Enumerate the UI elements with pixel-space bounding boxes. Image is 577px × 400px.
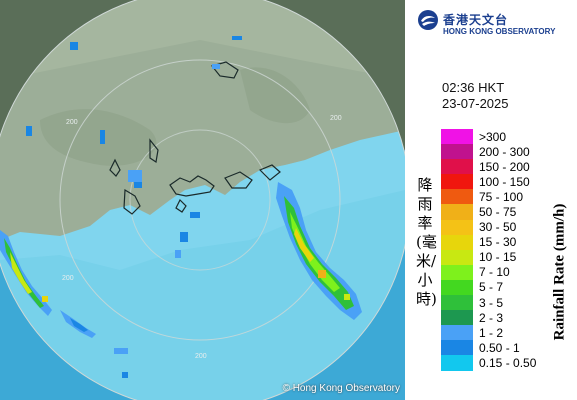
observation-time: 02:36 HKT	[442, 80, 505, 95]
legend-label: 30 - 50	[479, 220, 517, 235]
legend-row: 15 - 30	[441, 234, 545, 250]
legend-swatch	[441, 159, 473, 175]
legend-panel: 香港天文台 HONG KONG OBSERVATORY 02:36 HKT 23…	[405, 0, 577, 400]
rainfall-legend: >300 200 - 300 150 - 200 100 - 150 75 - 100 5…	[441, 129, 545, 371]
coastline	[109, 61, 281, 215]
legend-label: >300	[479, 129, 507, 144]
legend-label: 7 - 10	[479, 265, 510, 280]
legend-row: 2 - 3	[441, 310, 545, 326]
legend-label: 3 - 5	[479, 295, 504, 310]
legend-label: 0.50 - 1	[479, 340, 520, 355]
range-label: 200	[195, 353, 207, 360]
legend-swatch	[441, 355, 473, 371]
legend-row: >300	[441, 129, 545, 145]
legend-swatch	[441, 264, 473, 280]
legend-label: 0.15 - 0.50	[479, 355, 537, 370]
legend-row: 0.15 - 0.50	[441, 355, 545, 371]
hko-emblem-icon	[418, 10, 438, 30]
legend-swatch	[441, 340, 473, 356]
radar-image: 200 200 200 200 200	[0, 0, 405, 400]
legend-label: 150 - 200	[479, 159, 530, 174]
legend-row: 75 - 100	[441, 189, 545, 205]
range-ring-middle	[59, 59, 341, 341]
logo-name-cn: 香港天文台	[443, 13, 509, 27]
legend-swatch	[441, 249, 473, 265]
range-ring-inner	[129, 129, 271, 271]
radar-map[interactable]: 200 200 200 200 200	[0, 0, 405, 400]
legend-row: 200 - 300	[441, 144, 545, 160]
copyright-notice: © Hong Kong Observatory	[282, 383, 400, 394]
hko-logo: 香港天文台 HONG KONG OBSERVATORY	[413, 6, 573, 40]
legend-row: 50 - 75	[441, 204, 545, 220]
legend-swatch	[441, 295, 473, 311]
legend-row: 30 - 50	[441, 219, 545, 235]
radar-coverage	[0, 0, 405, 400]
legend-swatch	[441, 144, 473, 160]
range-label: 200	[330, 115, 342, 122]
legend-swatch	[441, 129, 473, 145]
legend-swatch	[441, 189, 473, 205]
legend-swatch	[441, 325, 473, 341]
legend-label: 15 - 30	[479, 235, 517, 250]
legend-label: 50 - 75	[479, 205, 517, 220]
legend-title-en: Rainfall Rate (mm/h)	[550, 184, 570, 360]
legend-row: 150 - 200	[441, 159, 545, 175]
legend-label: 2 - 3	[479, 310, 504, 325]
rain-echoes	[0, 36, 362, 378]
legend-row: 5 - 7	[441, 279, 545, 296]
legend-label: 100 - 150	[479, 174, 530, 189]
legend-label: 200 - 300	[479, 144, 530, 159]
legend-swatch	[441, 234, 473, 250]
legend-row: 3 - 5	[441, 295, 545, 311]
legend-swatch	[441, 310, 473, 326]
legend-title-en-text: Rainfall Rate (mm/h)	[551, 203, 568, 341]
range-label: 200	[66, 119, 78, 126]
legend-row: 10 - 15	[441, 249, 545, 265]
legend-title-cn: 降雨率(毫米/小時)	[416, 176, 437, 308]
observation-date: 23-07-2025	[442, 96, 509, 111]
legend-swatch	[441, 204, 473, 220]
logo-name-en: HONG KONG OBSERVATORY	[443, 27, 556, 36]
legend-swatch	[441, 279, 473, 296]
legend-row: 7 - 10	[441, 264, 545, 280]
legend-swatch	[441, 174, 473, 190]
legend-row: 1 - 2	[441, 325, 545, 341]
legend-label: 5 - 7	[479, 280, 504, 295]
legend-label: 10 - 15	[479, 250, 517, 265]
range-label: 200	[62, 275, 74, 282]
legend-label: 1 - 2	[479, 325, 504, 340]
legend-row: 100 - 150	[441, 174, 545, 190]
legend-swatch	[441, 219, 473, 235]
legend-label: 75 - 100	[479, 189, 524, 204]
legend-row: 0.50 - 1	[441, 340, 545, 356]
